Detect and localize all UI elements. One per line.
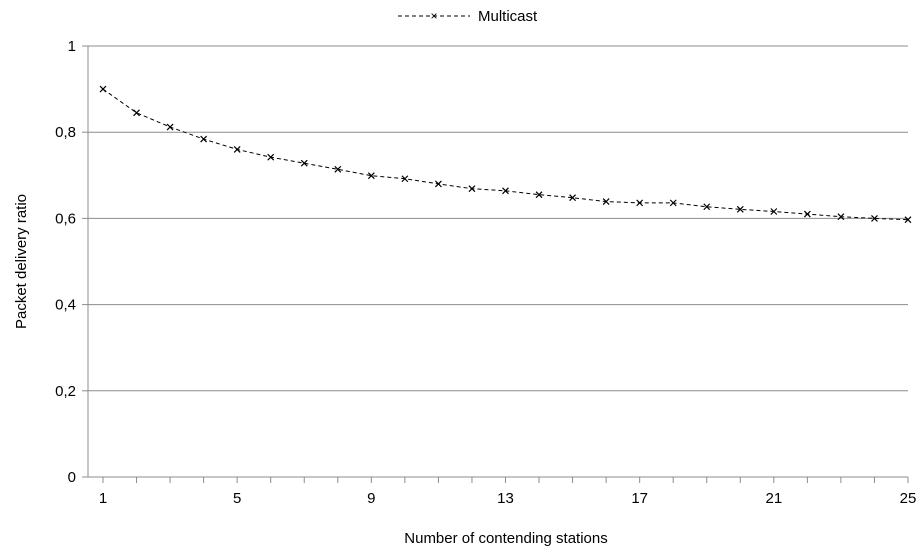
data-point-marker bbox=[434, 180, 442, 188]
data-point-marker bbox=[233, 146, 241, 153]
x-axis-title: Number of contending stations bbox=[404, 530, 607, 547]
data-point-marker bbox=[904, 216, 912, 224]
data-point-marker bbox=[535, 191, 543, 199]
gridlines bbox=[88, 45, 908, 392]
y-axis-title: Packet delivery ratio bbox=[13, 194, 30, 329]
x-tick-label: 17 bbox=[631, 490, 648, 507]
data-point-marker bbox=[736, 205, 744, 213]
data-point-marker bbox=[401, 175, 409, 183]
y-tick-label: 0,2 bbox=[55, 383, 76, 400]
data-point-marker bbox=[502, 187, 509, 195]
data-point-marker bbox=[367, 172, 375, 180]
data-point-marker bbox=[334, 165, 342, 173]
y-tick-label: 0,6 bbox=[55, 210, 76, 227]
y-tick-label: 0,4 bbox=[55, 297, 76, 314]
axes: 0 0,2 0,4 0,6 0,8 1 1 5 9 13 17 21 25 bbox=[55, 38, 916, 507]
data-point-marker bbox=[133, 109, 140, 117]
y-tick-label: 1 bbox=[68, 38, 76, 55]
y-tick-label: 0 bbox=[68, 469, 76, 486]
data-point-marker bbox=[300, 159, 308, 167]
data-point-marker bbox=[267, 153, 275, 161]
legend: × Multicast bbox=[398, 8, 538, 25]
data-point-marker bbox=[200, 135, 208, 143]
data-point-marker bbox=[803, 210, 811, 218]
legend-label: Multicast bbox=[478, 8, 538, 25]
data-point-marker bbox=[770, 208, 778, 215]
y-tick-label: 0,8 bbox=[55, 124, 76, 141]
data-point-marker bbox=[569, 194, 577, 202]
data-point-marker bbox=[703, 203, 711, 211]
series-line-multicast bbox=[102, 88, 909, 221]
x-tick-label: 13 bbox=[497, 490, 514, 507]
legend-marker: × bbox=[430, 9, 437, 23]
data-point-marker bbox=[99, 85, 107, 93]
data-point-marker bbox=[468, 185, 476, 193]
data-point-marker bbox=[636, 199, 644, 207]
data-point-marker bbox=[669, 199, 677, 207]
data-point-marker bbox=[602, 198, 610, 206]
data-point-marker bbox=[837, 213, 845, 221]
series-layer bbox=[99, 85, 912, 224]
x-tick-label: 9 bbox=[367, 490, 375, 507]
data-point-marker bbox=[871, 214, 878, 222]
x-tick-label: 25 bbox=[900, 490, 917, 507]
data-point-marker bbox=[166, 123, 174, 131]
x-tick-label: 21 bbox=[765, 490, 782, 507]
x-tick-label: 5 bbox=[233, 490, 241, 507]
x-tick-label: 1 bbox=[99, 490, 107, 507]
